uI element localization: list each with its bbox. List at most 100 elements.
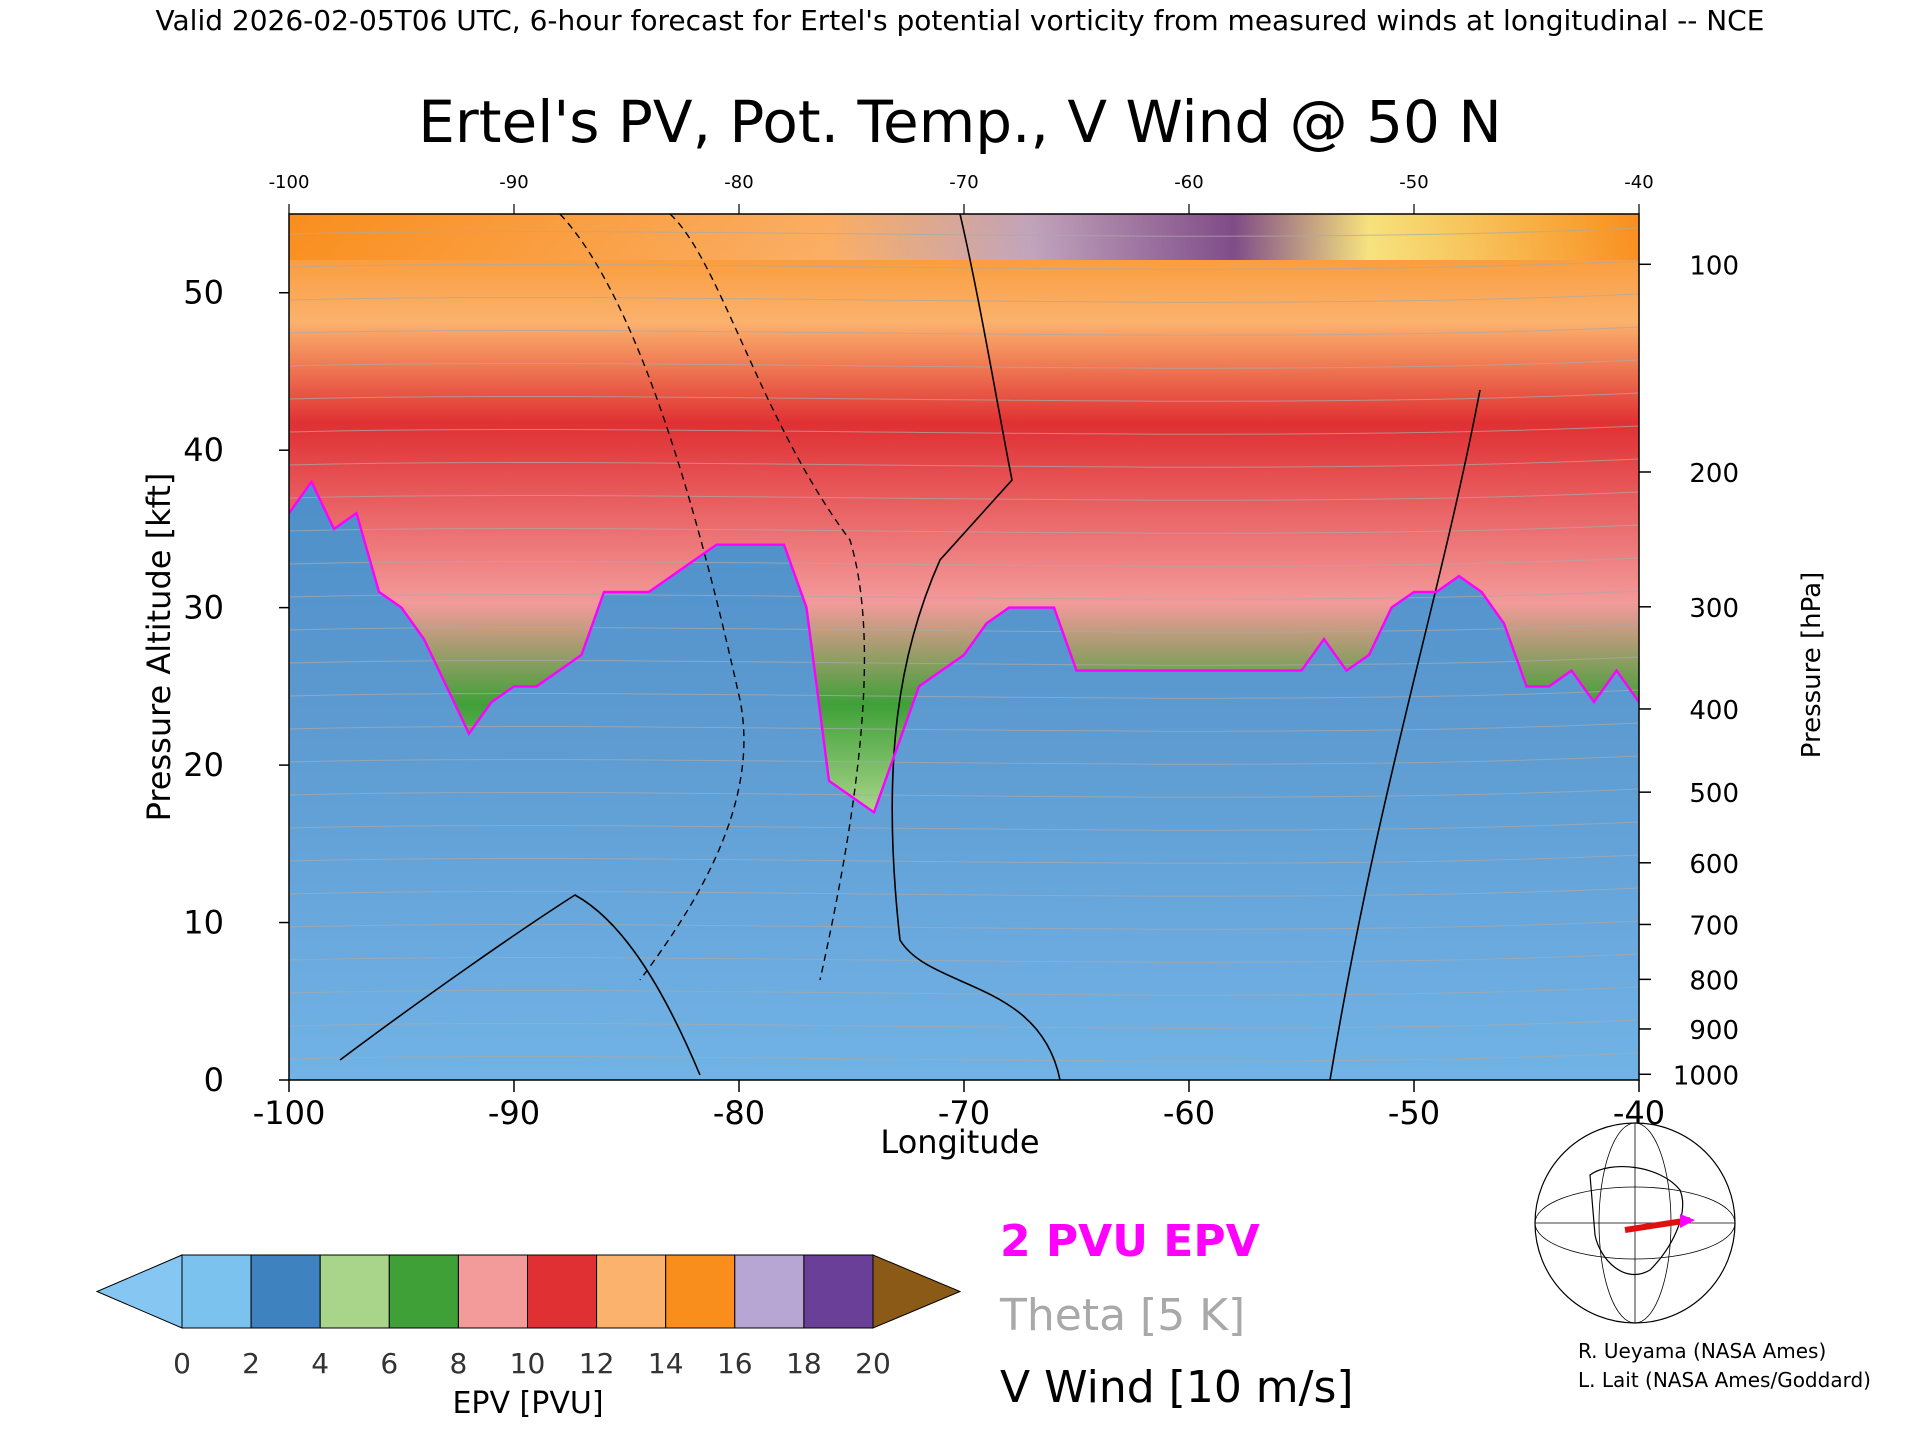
x-tick-label: -80 (713, 1094, 765, 1132)
theta-contour-line (289, 986, 1639, 996)
x-tick-label: -60 (1163, 1094, 1215, 1132)
colorbar-over-arrow (872, 1254, 962, 1329)
colorbar-segment (319, 1254, 390, 1329)
colorbar-segment (388, 1254, 459, 1329)
y-axis-label: Pressure Altitude [kft] (140, 473, 178, 822)
colorbar-tick-label: 20 (855, 1347, 891, 1380)
theta-contour-line (289, 854, 1639, 864)
theta-contour-line (289, 887, 1639, 897)
colorbar-segment (803, 1254, 874, 1329)
credit-line-1: R. Ueyama (NASA Ames) (1578, 1339, 1826, 1363)
colorbar-under-arrow (95, 1254, 183, 1329)
pressure-tick-label: 900 (1689, 1016, 1739, 1046)
colorbar-label: EPV [PVU] (452, 1386, 603, 1421)
x-top-tick-label: -40 (1624, 172, 1653, 193)
colorbar-segment (596, 1254, 667, 1329)
pressure-tick-label: 400 (1689, 696, 1739, 726)
pv-2pvu-contour (289, 479, 1639, 815)
legend-pv: 2 PVU EPV (1000, 1216, 1260, 1267)
theta-contour-line (289, 491, 1639, 501)
pressure-tick-label: 500 (1689, 779, 1739, 809)
pressure-tick-label: 600 (1689, 850, 1739, 880)
y-tick-label: 50 (183, 274, 224, 312)
colorbar-segment (181, 1254, 252, 1329)
colorbar-segment (665, 1254, 736, 1329)
theta-contour-line (289, 227, 1639, 237)
pressure-tick-label: 100 (1689, 251, 1739, 281)
theta-contour-line (289, 293, 1639, 303)
v-wind-negative-contour (559, 214, 745, 981)
v-wind-10-contour (339, 894, 701, 1076)
y-axis-left: 0 10 20 30 40 50 (183, 274, 289, 1099)
x-top-tick-label: -50 (1399, 172, 1428, 193)
colorbar-tick-label: 0 (173, 1347, 191, 1380)
x-top-tick-label: -80 (724, 172, 753, 193)
theta-contour-line (289, 1052, 1639, 1062)
pressure-tick-label: 300 (1689, 594, 1739, 624)
theta-contour-line (289, 788, 1639, 798)
y-tick-label: 30 (183, 589, 224, 627)
y-tick-label: 20 (183, 746, 224, 784)
colorbar-tick-label: 4 (311, 1347, 329, 1380)
credit-line-2: L. Lait (NASA Ames/Goddard) (1578, 1368, 1871, 1392)
theta-contour-line (289, 689, 1639, 699)
x-top-tick-label: -60 (1174, 172, 1203, 193)
colorbar-tick-label: 10 (510, 1347, 546, 1380)
pressure-axis-right: 100 200 300 400 500 600 700 800 900 1000 (1639, 251, 1739, 1091)
colorbar-tick-label: 12 (579, 1347, 615, 1380)
x-top-tick-label: -90 (499, 172, 528, 193)
x-top-tick-label: -100 (269, 172, 310, 193)
north-america-globe-map-icon (1534, 1122, 1736, 1324)
pressure-tick-label: 700 (1689, 911, 1739, 941)
figure-caption: Valid 2026-02-05T06 UTC, 6-hour forecast… (156, 4, 1765, 37)
colorbar-tick-label: 2 (242, 1347, 260, 1380)
theta-contour-line (289, 260, 1639, 270)
upper-strat-band (289, 214, 1639, 260)
colorbar-segment (734, 1254, 805, 1329)
legend-wind: V Wind [10 m/s] (1000, 1362, 1354, 1413)
theta-contour-line (289, 425, 1639, 435)
pressure-axis-label: Pressure [hPa] (1797, 572, 1827, 759)
theta-contour-line (289, 590, 1639, 600)
x-tick-label: -100 (253, 1094, 326, 1132)
theta-contour-line (289, 821, 1639, 831)
theta-contour-line (289, 359, 1639, 369)
theta-contours (289, 227, 1639, 1062)
v-wind-zero-contour-east (1329, 389, 1481, 1080)
x-tick-label: -70 (938, 1094, 990, 1132)
legend-theta: Theta [5 K] (999, 1290, 1245, 1341)
x-tick-label: -90 (488, 1094, 540, 1132)
theta-contour-line (289, 557, 1639, 567)
colorbar-tick-label: 16 (717, 1347, 753, 1380)
colorbar-segment (527, 1254, 598, 1329)
v-wind-zero-contour (891, 214, 1061, 1080)
theta-contour-line (289, 755, 1639, 765)
colorbar-tick-label: 8 (449, 1347, 467, 1380)
theta-contour-line (289, 623, 1639, 633)
pressure-tick-label: 800 (1689, 966, 1739, 996)
v-wind-negative-contour-2 (669, 214, 866, 981)
colorbar-tick-label: 14 (648, 1347, 684, 1380)
theta-contour-line (289, 392, 1639, 402)
theta-contour-line (289, 656, 1639, 666)
x-axis-label: Longitude (880, 1123, 1039, 1161)
theta-contour-line (289, 524, 1639, 534)
y-tick-label: 0 (204, 1061, 224, 1099)
theta-contour-line (289, 458, 1639, 468)
pressure-tick-label: 1000 (1673, 1061, 1739, 1091)
theta-contour-line (289, 1019, 1639, 1029)
y-tick-label: 10 (183, 904, 224, 942)
colorbar-tick-label: 6 (380, 1347, 398, 1380)
x-top-tick-label: -70 (949, 172, 978, 193)
x-tick-label: -50 (1388, 1094, 1440, 1132)
colorbar-segment (250, 1254, 321, 1329)
y-tick-label: 40 (183, 431, 224, 469)
pressure-tick-label: 200 (1689, 459, 1739, 489)
colorbar: 0 2 4 6 8 10 12 14 16 18 20 (95, 1254, 962, 1380)
theta-contour-line (289, 920, 1639, 930)
theta-contour-line (289, 953, 1639, 963)
colorbar-segment (457, 1254, 528, 1329)
colorbar-tick-label: 18 (786, 1347, 822, 1380)
x-axis-top: -100 -90 -80 -70 -60 -50 -40 (269, 172, 1654, 214)
